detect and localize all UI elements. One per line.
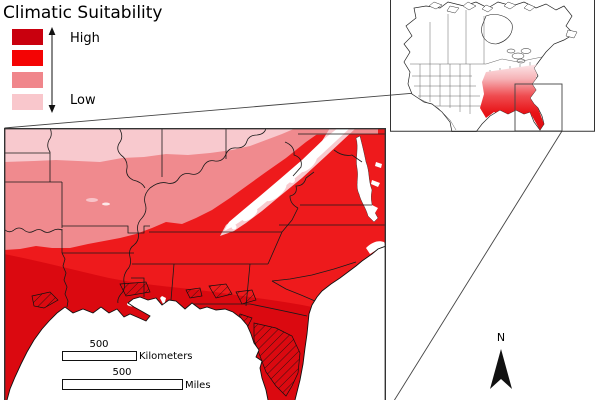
legend-swatch-mid-low — [12, 72, 43, 88]
inset-suitability-region — [480, 64, 544, 130]
scalebar-mi-value: 500 — [112, 367, 132, 378]
legend-swatch-mid-high — [12, 50, 43, 66]
legend-swatch-high — [12, 29, 43, 45]
legend-gradient-arrow-icon — [48, 27, 56, 113]
legend-low-label: Low — [70, 93, 96, 108]
scalebar-mi-bar — [62, 379, 183, 390]
coastline — [6, 245, 386, 400]
state-boundaries — [4, 128, 386, 317]
legend-swatch-low — [12, 94, 43, 110]
inset-frame — [390, 0, 595, 132]
inset-locator-map — [390, 0, 595, 132]
north-label: N — [496, 331, 506, 344]
page-title: Climatic Suitability — [3, 3, 163, 23]
hatched-areas — [31, 281, 301, 397]
main-map-frame — [4, 128, 386, 400]
scalebar-mi-unit: Miles — [185, 380, 211, 391]
scalebar-km-unit: Kilometers — [139, 351, 193, 362]
legend-high-label: High — [70, 31, 100, 46]
arctic-islands — [428, 1, 578, 39]
north-arrow-icon — [490, 349, 512, 389]
scalebar-km-bar — [62, 351, 137, 361]
scalebar-km-value: 500 — [89, 339, 109, 350]
